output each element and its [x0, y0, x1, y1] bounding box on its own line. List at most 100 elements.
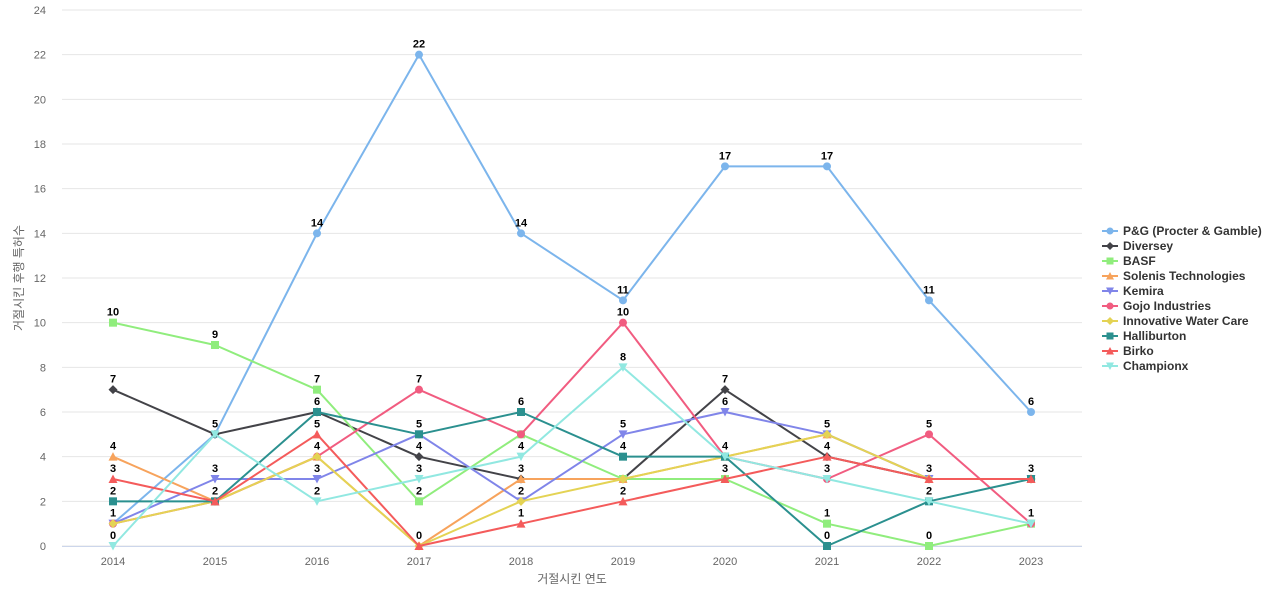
data-label: 22 [413, 39, 425, 51]
data-point [312, 452, 322, 462]
legend: P&G (Procter & Gamble)DiverseyBASFSoleni… [1102, 224, 1262, 373]
data-point [517, 229, 525, 238]
data-point [415, 50, 423, 59]
data-label: 0 [824, 530, 830, 542]
data-label: 17 [719, 150, 731, 162]
legend-item[interactable]: Kemira [1102, 284, 1164, 298]
data-point [312, 475, 322, 484]
legend-label: Innovative Water Care [1123, 314, 1249, 328]
legend-item[interactable]: Birko [1102, 344, 1154, 358]
x-tick-label: 2016 [305, 556, 329, 568]
x-axis-ticks: 2014 2015 2016 2017 2018 2019 2020 2021 2022 2023 [101, 556, 1043, 568]
y-tick-label: 14 [34, 228, 46, 240]
legend-marker [1106, 302, 1114, 310]
legend-label: Solenis Technologies [1123, 269, 1246, 283]
x-tick-label: 2023 [1019, 556, 1043, 568]
legend-item[interactable]: P&G (Procter & Gamble) [1102, 224, 1262, 238]
data-label: 10 [107, 307, 119, 319]
y-tick-label: 12 [34, 273, 46, 285]
legend-item[interactable]: Diversey [1102, 239, 1173, 253]
series-line [112, 433, 1032, 547]
data-point [516, 474, 526, 483]
data-point [108, 385, 118, 395]
data-point [925, 430, 933, 439]
x-tick-label: 2018 [509, 556, 533, 568]
data-point [823, 519, 831, 528]
data-label: 2 [416, 485, 422, 497]
data-label: 9 [212, 329, 218, 341]
data-point [516, 519, 526, 528]
data-point [925, 296, 933, 305]
data-point [720, 385, 730, 395]
legend-marker [1106, 257, 1114, 265]
data-label: 3 [926, 463, 932, 475]
x-tick-label: 2019 [611, 556, 635, 568]
data-label: 6 [518, 396, 524, 408]
y-tick-label: 6 [40, 407, 46, 419]
y-tick-label: 8 [40, 362, 46, 374]
data-label: 1 [518, 508, 524, 520]
x-axis-title: 거절시킨 연도 [537, 572, 607, 586]
data-label: 3 [110, 463, 116, 475]
y-tick-label: 20 [34, 94, 46, 106]
legend-item[interactable]: Halliburton [1102, 329, 1186, 343]
legend-marker [1106, 242, 1114, 250]
data-point [1026, 519, 1036, 529]
data-point [618, 363, 628, 372]
data-label: 4 [314, 441, 321, 453]
data-point [415, 430, 423, 439]
data-label: 0 [926, 530, 932, 542]
data-point [618, 430, 628, 439]
legend-marker [1106, 227, 1114, 235]
data-label: 4 [518, 441, 525, 453]
data-point [720, 474, 730, 483]
legend-item[interactable]: Solenis Technologies [1102, 269, 1246, 283]
data-point [720, 408, 730, 417]
x-tick-label: 2020 [713, 556, 737, 568]
data-point [516, 452, 526, 462]
data-point [108, 519, 118, 529]
series-line [112, 53, 1032, 525]
y-axis-title: 거절시킨 후행 특허수 [11, 225, 26, 331]
y-tick-label: 16 [34, 184, 46, 196]
data-point [517, 408, 525, 416]
data-point [823, 542, 831, 550]
data-point [210, 475, 220, 484]
legend-item[interactable]: Innovative Water Care [1102, 314, 1249, 328]
data-point [1027, 408, 1035, 416]
legend-label: Halliburton [1123, 329, 1186, 343]
data-label: 5 [314, 418, 320, 430]
data-label: 1 [110, 508, 116, 520]
y-tick-label: 24 [34, 5, 46, 17]
data-label: 4 [722, 441, 729, 453]
data-point [619, 318, 627, 327]
data-label: 6 [722, 396, 728, 408]
legend-item[interactable]: BASF [1102, 254, 1156, 268]
data-point [822, 452, 832, 461]
x-tick-label: 2021 [815, 556, 839, 568]
y-tick-label: 4 [40, 452, 46, 464]
data-point [211, 341, 219, 349]
data-point [313, 229, 321, 238]
data-point [517, 430, 525, 439]
data-point [823, 162, 831, 171]
data-label: 1 [824, 508, 830, 520]
legend-marker [1106, 347, 1114, 355]
legend-marker [1106, 272, 1114, 280]
data-label: 7 [110, 374, 116, 386]
series-line [112, 321, 1032, 547]
data-point [414, 541, 424, 550]
data-point [924, 474, 934, 483]
data-label: 2 [212, 485, 218, 497]
data-point [618, 474, 628, 484]
legend-item[interactable]: Gojo Industries [1102, 299, 1211, 313]
legend-item[interactable]: Championx [1102, 359, 1189, 373]
data-label: 14 [515, 217, 528, 229]
grid [62, 9, 1082, 547]
data-label: 6 [314, 396, 320, 408]
legend-label: BASF [1123, 254, 1156, 268]
series-4 [108, 408, 1036, 529]
